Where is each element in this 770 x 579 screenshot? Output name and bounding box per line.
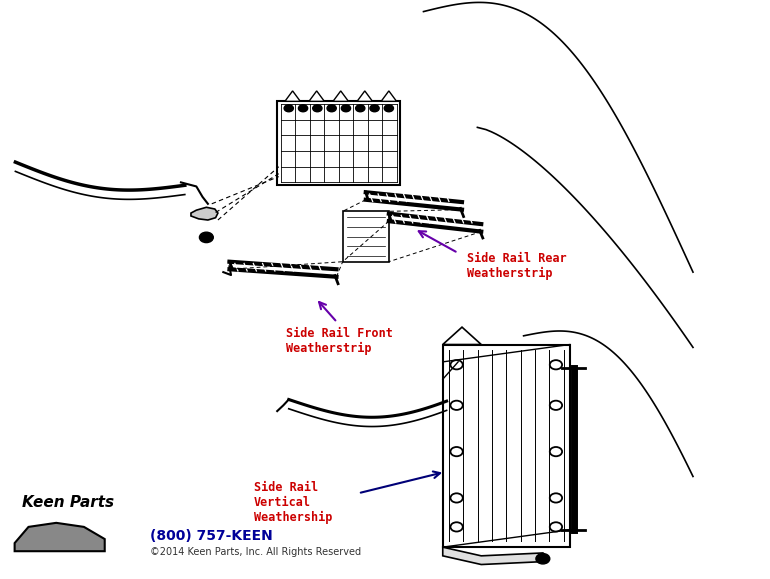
Polygon shape [15, 523, 105, 551]
Circle shape [356, 105, 365, 112]
Circle shape [384, 105, 393, 112]
Circle shape [536, 554, 550, 564]
Polygon shape [443, 547, 543, 565]
Circle shape [370, 105, 379, 112]
Circle shape [341, 105, 350, 112]
Bar [443, 345, 570, 547]
Bar [343, 211, 389, 262]
Circle shape [327, 105, 336, 112]
Polygon shape [285, 91, 300, 101]
Text: ©2014 Keen Parts, Inc. All Rights Reserved: ©2014 Keen Parts, Inc. All Rights Reserv… [150, 547, 361, 557]
Polygon shape [191, 207, 218, 220]
Polygon shape [381, 91, 397, 101]
Polygon shape [443, 327, 481, 345]
Text: Keen Parts: Keen Parts [22, 494, 114, 510]
Text: Side Rail
Vertical
Weathership: Side Rail Vertical Weathership [254, 481, 333, 523]
Circle shape [199, 232, 213, 243]
Polygon shape [357, 91, 373, 101]
Polygon shape [309, 91, 324, 101]
Text: Side Rail Rear
Weatherstrip: Side Rail Rear Weatherstrip [467, 252, 567, 280]
Polygon shape [333, 91, 348, 101]
Text: (800) 757-KEEN: (800) 757-KEEN [150, 529, 273, 543]
Circle shape [313, 105, 322, 112]
Circle shape [284, 105, 293, 112]
Text: Side Rail Front
Weatherstrip: Side Rail Front Weatherstrip [286, 327, 393, 356]
Bar [277, 101, 400, 185]
Circle shape [299, 105, 308, 112]
